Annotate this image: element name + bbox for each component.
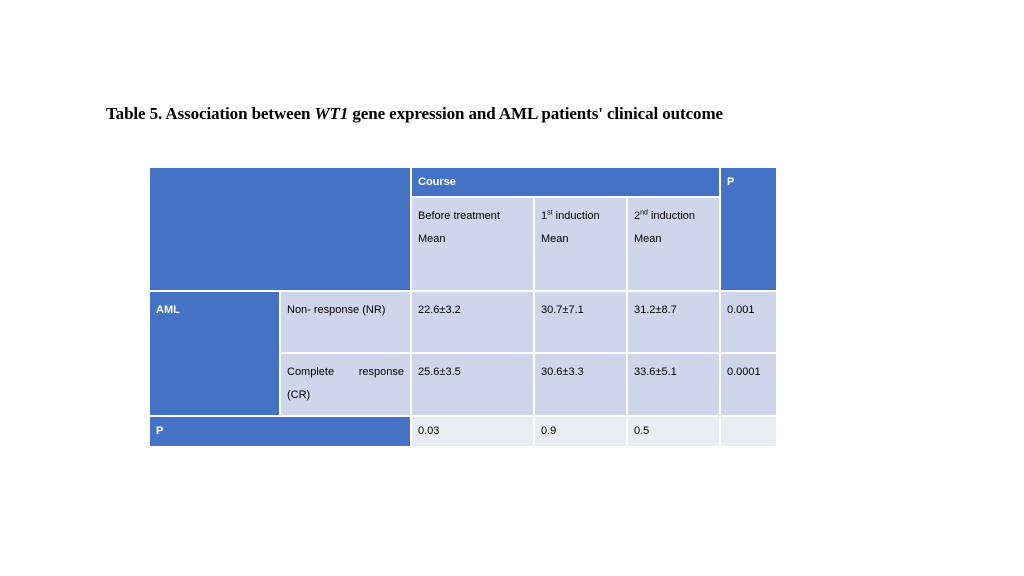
cell-p-before: 0.03 [412,417,533,446]
col-before-mean: Mean [418,233,446,245]
cell-nr-before: 22.6±3.2 [412,292,533,352]
row-label-p: P [150,417,410,446]
col-second-label: 2nd induction [634,209,696,222]
header-p: P [721,168,776,290]
col-before-label: Before treatment [418,210,500,222]
cell-p-p [721,417,776,446]
col-header-second-induction: 2nd induction Mean [628,198,719,290]
header-course: Course [412,168,719,196]
cell-p-second: 0.5 [628,417,719,446]
group-aml: AML [150,292,279,415]
col-first-mean: Mean [541,233,569,245]
cell-cr-before: 25.6±3.5 [412,354,533,415]
col-first-label: 1st induction [541,209,600,222]
title-suffix: gene expression and AML patients' clinic… [348,104,723,123]
title-prefix: Table 5. Association between [106,104,315,123]
col-header-first-induction: 1st induction Mean [535,198,626,290]
corner-header-cell [150,168,410,290]
cell-cr-p: 0.0001 [721,354,776,415]
table-title: Table 5. Association between WT1 gene ex… [106,104,723,124]
row-label-nr: Non- response (NR) [281,292,410,352]
cell-cr-second: 33.6±5.1 [628,354,719,415]
results-table: Course P Before treatment Mean 1st induc… [150,168,776,446]
cell-nr-p: 0.001 [721,292,776,352]
row-label-cr: Complete response (CR) [281,354,410,415]
col-second-mean: Mean [634,233,662,245]
cell-nr-second: 31.2±8.7 [628,292,719,352]
col-header-before: Before treatment Mean [412,198,533,290]
cell-p-first: 0.9 [535,417,626,446]
cell-cr-first: 30.6±3.3 [535,354,626,415]
title-gene: WT1 [314,104,349,123]
cell-nr-first: 30.7±7.1 [535,292,626,352]
